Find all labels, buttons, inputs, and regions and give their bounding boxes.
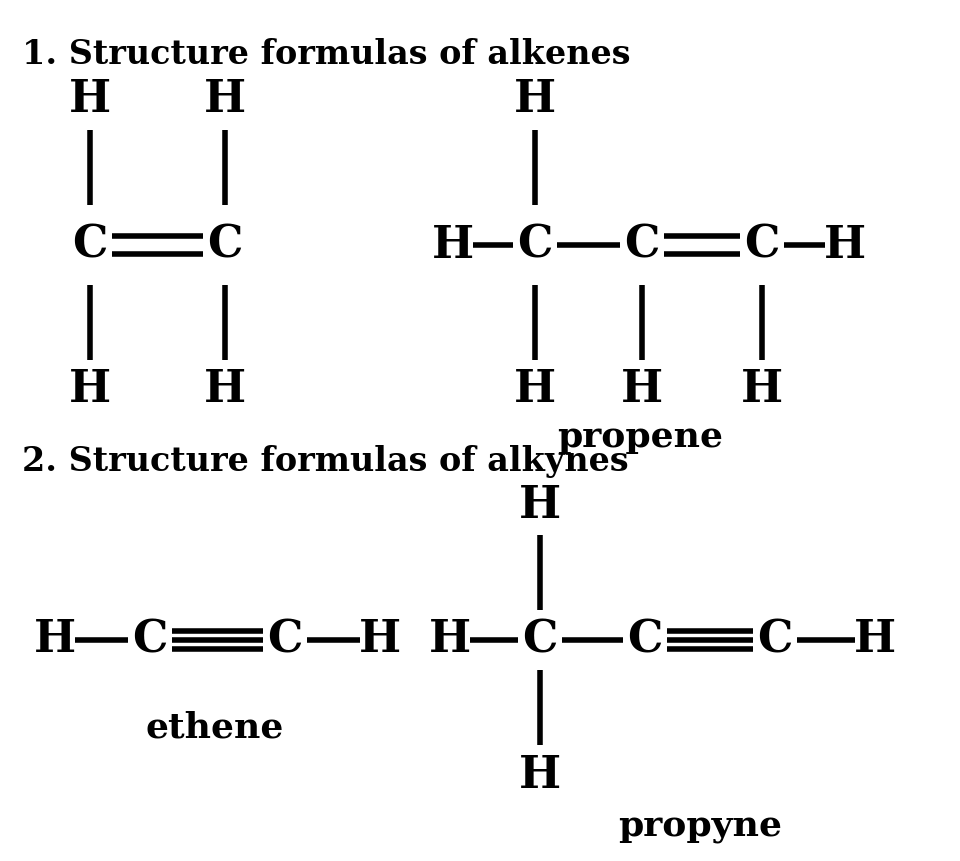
Text: H: H xyxy=(34,618,76,661)
Text: C: C xyxy=(624,224,660,267)
Text: H: H xyxy=(514,78,556,121)
Text: H: H xyxy=(519,753,561,796)
Text: H: H xyxy=(359,618,401,661)
Text: H: H xyxy=(824,224,866,267)
Text: C: C xyxy=(72,224,108,267)
Text: C: C xyxy=(267,618,302,661)
Text: C: C xyxy=(517,224,553,267)
Text: C: C xyxy=(757,618,793,661)
Text: C: C xyxy=(744,224,780,267)
Text: H: H xyxy=(519,484,561,526)
Text: H: H xyxy=(621,369,663,412)
Text: H: H xyxy=(204,78,246,121)
Text: C: C xyxy=(207,224,243,267)
Text: H: H xyxy=(741,369,783,412)
Text: propene: propene xyxy=(557,420,723,454)
Text: H: H xyxy=(432,224,474,267)
Text: 1. Structure formulas of alkenes: 1. Structure formulas of alkenes xyxy=(22,38,631,71)
Text: H: H xyxy=(204,369,246,412)
Text: H: H xyxy=(69,369,111,412)
Text: H: H xyxy=(69,78,111,121)
Text: H: H xyxy=(429,618,471,661)
Text: C: C xyxy=(522,618,558,661)
Text: C: C xyxy=(132,618,168,661)
Text: H: H xyxy=(854,618,896,661)
Text: H: H xyxy=(514,369,556,412)
Text: ethene: ethene xyxy=(146,710,284,744)
Text: 2. Structure formulas of alkynes: 2. Structure formulas of alkynes xyxy=(22,445,629,478)
Text: C: C xyxy=(627,618,662,661)
Text: propyne: propyne xyxy=(618,810,782,844)
